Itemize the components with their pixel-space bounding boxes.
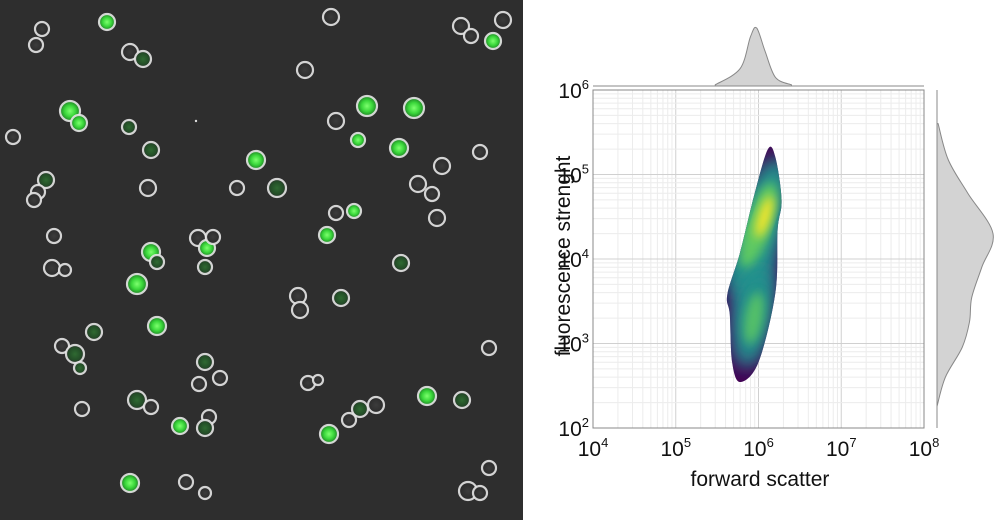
cell: [408, 174, 428, 194]
y-tick-labels: 102 103 104 105 106: [558, 77, 589, 441]
cell: [72, 360, 88, 376]
marginal-y-density: [936, 123, 994, 407]
x-axis-label: forward scatter: [691, 468, 830, 491]
cell: [427, 208, 447, 228]
cell: [471, 143, 489, 161]
cell: [211, 369, 229, 387]
cell: [120, 118, 138, 136]
cell: [73, 400, 91, 418]
cell: [326, 111, 346, 131]
x-tick-label: 106: [743, 435, 774, 461]
cell: [133, 49, 153, 69]
cell: [345, 202, 363, 220]
cell: [69, 113, 89, 133]
cell: [388, 137, 410, 159]
y-tick-label: 105: [558, 162, 589, 188]
microscopy-image: [0, 0, 523, 520]
cell: [493, 10, 513, 30]
cell: [138, 178, 158, 198]
density-heatmap: [726, 146, 782, 383]
cell: [170, 416, 190, 436]
cell: [141, 140, 161, 160]
density-plot: 104 105 106 107 108 102 103 104 105 106 forward …: [552, 26, 994, 491]
density-plot-panel: 104 105 106 107 108 102 103 104 105 106 forward …: [523, 0, 1000, 520]
cell: [228, 179, 246, 197]
cell: [84, 322, 104, 342]
marginal-x-density: [714, 26, 792, 87]
cell: [142, 398, 160, 416]
cell: [195, 352, 215, 372]
y-tick-label: 102: [558, 415, 589, 441]
cell: [33, 20, 51, 38]
debris-dot: [194, 119, 198, 123]
cell: [480, 459, 498, 477]
cell: [290, 300, 310, 320]
cell: [423, 185, 441, 203]
x-tick-label: 107: [826, 435, 857, 461]
cell: [402, 96, 426, 120]
cell: [196, 258, 214, 276]
cell: [45, 227, 63, 245]
cell: [119, 472, 141, 494]
cell: [432, 156, 452, 176]
x-tick-label: 108: [909, 435, 940, 461]
cell: [266, 177, 288, 199]
cell: [190, 375, 208, 393]
cell: [355, 94, 379, 118]
cell: [452, 390, 472, 410]
cell: [25, 191, 43, 209]
cell: [480, 339, 498, 357]
cell: [349, 131, 367, 149]
cell: [204, 228, 222, 246]
cell: [483, 31, 503, 51]
plot-frame: [592, 89, 925, 429]
density-core-upper-peak: [755, 195, 774, 238]
cell: [42, 258, 62, 278]
cell: [146, 315, 168, 337]
cell: [327, 204, 345, 222]
density-core-lower-high: [743, 292, 764, 344]
cell: [27, 36, 45, 54]
y-tick-label: 104: [558, 246, 589, 272]
density-levels: [726, 156, 782, 368]
cell: [311, 373, 325, 387]
cell: [195, 418, 215, 438]
cell: [125, 272, 149, 296]
x-tick-labels: 104 105 106 107 108: [578, 435, 940, 461]
cell: [366, 395, 386, 415]
cell: [462, 27, 480, 45]
cell: [64, 343, 86, 365]
cell: [97, 12, 117, 32]
cell: [126, 389, 148, 411]
cell: [471, 484, 489, 502]
x-tick-label: 104: [578, 435, 609, 461]
cell: [318, 423, 340, 445]
cell: [197, 485, 213, 501]
cell: [4, 128, 22, 146]
cell: [177, 473, 195, 491]
y-tick-label: 106: [558, 77, 589, 103]
cell: [295, 60, 315, 80]
cell: [148, 253, 166, 271]
x-tick-label: 105: [660, 435, 691, 461]
cell: [391, 253, 411, 273]
cell: [331, 288, 351, 308]
y-tick-label: 103: [558, 331, 589, 357]
cell: [36, 170, 56, 190]
cell: [416, 385, 438, 407]
microscopy-cells: [4, 7, 513, 502]
cell: [321, 7, 341, 27]
cell: [245, 149, 267, 171]
cell: [451, 16, 471, 36]
cell: [57, 262, 73, 278]
cell: [317, 225, 337, 245]
y-axis-label: fluorescence strenght: [552, 155, 575, 356]
cell: [340, 411, 358, 429]
